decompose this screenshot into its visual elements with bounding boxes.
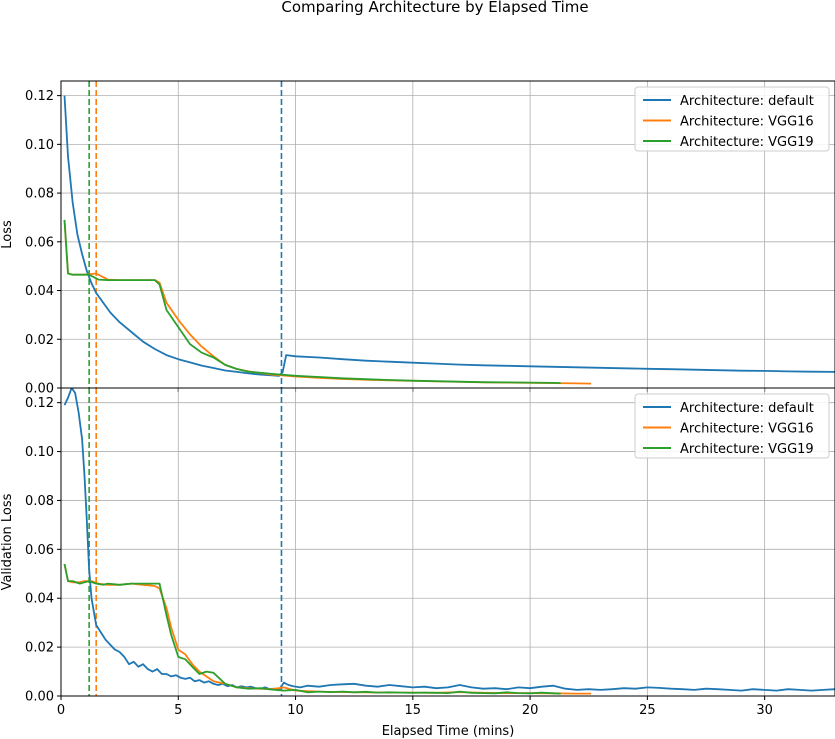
legend-label-VGG16: Architecture: VGG16: [680, 422, 814, 437]
x-tick-label: 30: [756, 703, 773, 718]
y-tick-label: 0.04: [25, 592, 54, 607]
y-axis-label: Loss: [0, 220, 15, 249]
validation-loss-panel: 0.00 0.02 0.04 0.06 0.08 0.10 0.12 0 5 10 15 20 25 30…: [0, 387, 835, 739]
legend-label-VGG19: Architecture: VGG19: [680, 135, 814, 150]
x-tick-label: 15: [405, 703, 422, 718]
series-line-VGG16: [63, 219, 592, 385]
y-tick-label: 0.10: [25, 138, 54, 153]
x-tick-label: 0: [57, 703, 65, 718]
x-tick-label: 20: [522, 703, 539, 718]
series-line-default: [63, 388, 835, 692]
axes-frame: [60, 387, 835, 697]
series-line-VGG19: [63, 563, 561, 695]
legend-label-VGG19: Architecture: VGG19: [680, 442, 814, 457]
x-axis-label: Elapsed Time (mins): [382, 724, 515, 739]
x-tick-label: 5: [174, 703, 182, 718]
legend-box: [634, 86, 830, 152]
figure-title: Comparing Architecture by Elapsed Time: [281, 0, 588, 16]
legend: Architecture: default Architecture: VGG16…: [634, 393, 830, 459]
y-tick-label: 0.12: [25, 89, 54, 104]
legend: Architecture: default Architecture: VGG16…: [634, 86, 830, 152]
legend-label-VGG16: Architecture: VGG16: [680, 115, 814, 130]
series-line-default: [63, 95, 835, 377]
y-tick-label: 0.08: [25, 494, 54, 509]
legend-label-default: Architecture: default: [680, 94, 814, 109]
y-tick-label: 0.06: [25, 235, 54, 250]
y-tick-label: 0.10: [25, 445, 54, 460]
x-tick-label: 10: [287, 703, 304, 718]
y-tick-label: 0.04: [25, 284, 54, 299]
series-line-VGG19: [63, 219, 561, 384]
legend-label-default: Architecture: default: [680, 401, 814, 416]
x-tick-label: 25: [639, 703, 656, 718]
y-tick-label: 0.02: [25, 641, 54, 656]
y-tick-label: 0.08: [25, 187, 54, 202]
loss-panel: 0.00 0.02 0.04 0.06 0.08 0.10 0.12 Loss Architec…: [0, 80, 835, 397]
legend-box: [634, 393, 830, 459]
y-tick-label: 0.02: [25, 333, 54, 348]
y-axis-label: Validation Loss: [0, 493, 15, 590]
y-tick-label: 0.00: [25, 382, 54, 397]
y-tick-label: 0.06: [25, 543, 54, 558]
y-tick-label: 0.12: [25, 396, 54, 411]
y-tick-label: 0.00: [25, 690, 54, 705]
